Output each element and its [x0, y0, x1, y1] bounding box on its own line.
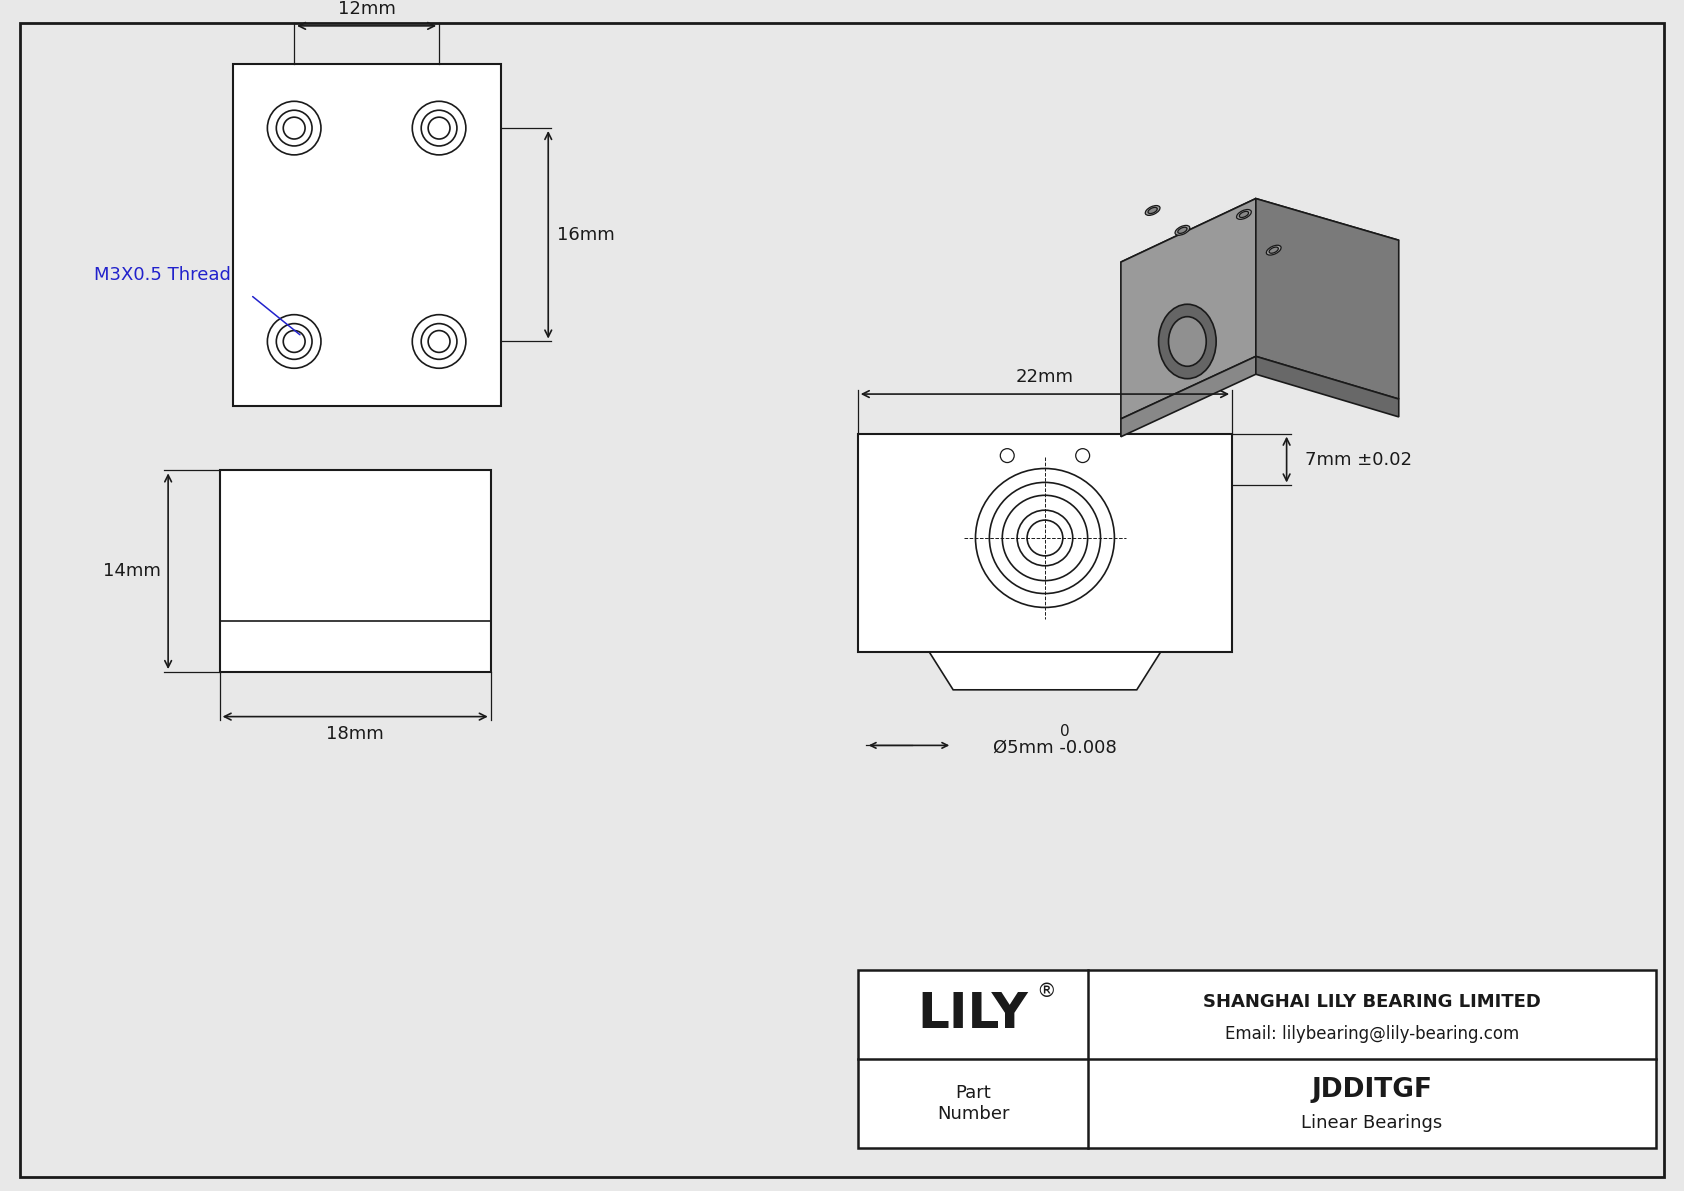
- Circle shape: [1000, 449, 1014, 462]
- Circle shape: [413, 101, 466, 155]
- Circle shape: [421, 111, 456, 146]
- Text: LILY: LILY: [918, 991, 1029, 1039]
- Text: 0: 0: [1059, 724, 1069, 738]
- Text: JDDITGF: JDDITGF: [1312, 1078, 1433, 1103]
- Circle shape: [276, 111, 312, 146]
- Polygon shape: [1122, 199, 1256, 419]
- Bar: [219, 470, 490, 672]
- Text: 12mm: 12mm: [338, 0, 396, 18]
- Circle shape: [428, 331, 450, 353]
- Polygon shape: [930, 653, 1160, 690]
- Bar: [857, 969, 1655, 1148]
- Circle shape: [276, 324, 312, 360]
- Ellipse shape: [1270, 247, 1278, 254]
- Text: 22mm: 22mm: [1015, 368, 1074, 386]
- Circle shape: [428, 117, 450, 139]
- Circle shape: [413, 314, 466, 368]
- Ellipse shape: [1266, 245, 1282, 255]
- Text: SHANGHAI LILY BEARING LIMITED: SHANGHAI LILY BEARING LIMITED: [1202, 993, 1541, 1011]
- Ellipse shape: [1239, 211, 1248, 218]
- Text: ®: ®: [1037, 981, 1056, 1000]
- Ellipse shape: [1175, 225, 1191, 236]
- Text: M3X0.5 Thread: M3X0.5 Thread: [94, 266, 231, 283]
- Ellipse shape: [1159, 304, 1216, 379]
- Circle shape: [990, 482, 1101, 593]
- Text: 18mm: 18mm: [327, 725, 384, 743]
- Bar: [232, 63, 500, 406]
- Ellipse shape: [1145, 206, 1160, 216]
- Text: 7mm ±0.02: 7mm ±0.02: [1305, 450, 1411, 468]
- Circle shape: [1076, 449, 1090, 462]
- Circle shape: [1017, 510, 1073, 566]
- Text: Ø5mm -0.008: Ø5mm -0.008: [994, 738, 1116, 756]
- Circle shape: [283, 331, 305, 353]
- Polygon shape: [1122, 356, 1256, 437]
- Circle shape: [283, 117, 305, 139]
- Circle shape: [975, 468, 1115, 607]
- Circle shape: [268, 314, 322, 368]
- Text: 16mm: 16mm: [557, 226, 615, 244]
- Circle shape: [1027, 520, 1063, 556]
- Text: 14mm: 14mm: [103, 562, 162, 580]
- Ellipse shape: [1236, 210, 1251, 219]
- Ellipse shape: [1177, 227, 1187, 233]
- Polygon shape: [1256, 199, 1399, 399]
- Circle shape: [1002, 495, 1088, 581]
- Circle shape: [268, 101, 322, 155]
- Ellipse shape: [1148, 207, 1157, 213]
- Bar: [857, 434, 1233, 653]
- Ellipse shape: [1169, 317, 1206, 367]
- Polygon shape: [1122, 199, 1399, 304]
- Text: Part
Number: Part Number: [936, 1084, 1009, 1123]
- Text: Linear Bearings: Linear Bearings: [1302, 1115, 1443, 1133]
- Circle shape: [421, 324, 456, 360]
- Polygon shape: [1256, 356, 1399, 417]
- Text: Email: lilybearing@lily-bearing.com: Email: lilybearing@lily-bearing.com: [1224, 1025, 1519, 1043]
